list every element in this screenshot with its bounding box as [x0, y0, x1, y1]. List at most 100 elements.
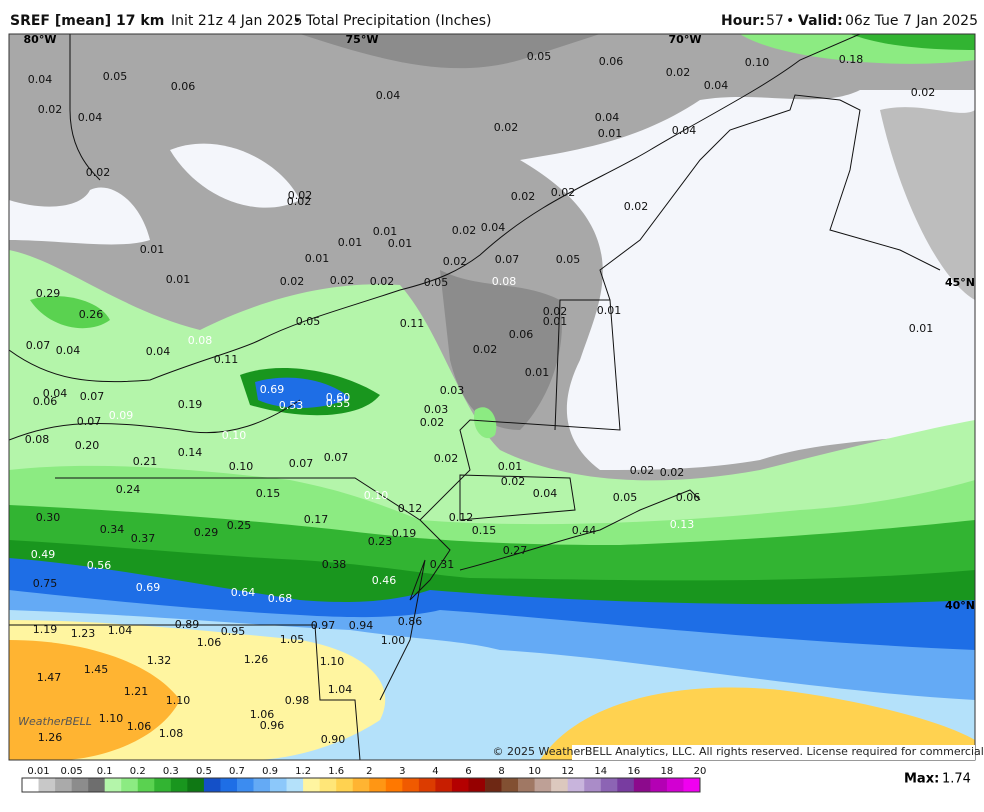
legend-swatch [88, 778, 105, 792]
precip-value: 0.07 [80, 390, 105, 403]
precip-value: 0.01 [909, 322, 934, 335]
legend-swatch [352, 778, 370, 792]
legend-tick-label: 0.3 [163, 766, 179, 777]
precip-value: 0.04 [28, 73, 53, 86]
legend-swatch [600, 778, 618, 792]
precip-value: 0.98 [285, 694, 310, 707]
legend-swatch [154, 778, 172, 792]
precip-value: 0.26 [79, 308, 104, 321]
precip-value: 1.19 [33, 623, 58, 636]
precip-value: 1.32 [147, 654, 172, 667]
valid-time: 06z Tue 7 Jan 2025 [845, 13, 978, 29]
precip-value: 0.02 [330, 274, 355, 287]
precip-value: 0.14 [178, 446, 203, 459]
precip-value: 0.20 [75, 439, 100, 452]
precip-value: 0.96 [260, 719, 285, 732]
precip-value: 0.05 [556, 253, 581, 266]
precip-value: 1.06 [197, 636, 222, 649]
precip-value: 0.04 [533, 487, 558, 500]
lat-label: 45°N [945, 276, 975, 289]
precip-value: 0.02 [911, 86, 936, 99]
precip-value: 1.21 [124, 685, 149, 698]
precip-value: 0.18 [839, 53, 864, 66]
precip-value: 0.04 [595, 111, 620, 124]
map-frame [8, 33, 976, 761]
precip-value: 0.04 [704, 79, 729, 92]
init-time: Init 21z 4 Jan 2025 [171, 13, 302, 29]
precip-value: 0.53 [279, 399, 304, 412]
precip-value: 0.10 [222, 429, 247, 442]
legend-swatch [451, 778, 469, 792]
precip-value: 0.06 [171, 80, 196, 93]
legend-swatch [187, 778, 205, 792]
bullet: • [786, 13, 794, 29]
legend-tick-label: 1.2 [295, 766, 311, 777]
precip-value: 1.08 [159, 727, 184, 740]
precip-value: 0.11 [214, 353, 239, 366]
copyright: © 2025 WeatherBELL Analytics, LLC. All r… [493, 745, 984, 758]
copyright-box [572, 745, 975, 760]
legend-swatch [137, 778, 155, 792]
precip-value: 0.64 [231, 586, 256, 599]
precip-value: 1.04 [328, 683, 353, 696]
precip-value: 0.01 [166, 273, 191, 286]
precip-value: 0.89 [175, 618, 200, 631]
precip-value: 0.01 [498, 460, 523, 473]
legend-swatch [402, 778, 420, 792]
legend-swatch [584, 778, 602, 792]
precip-value: 0.34 [100, 523, 125, 536]
legend-tick-label: 0.5 [196, 766, 212, 777]
precip-value: 0.05 [527, 50, 552, 63]
precip-value: 0.94 [349, 619, 374, 632]
precip-value: 0.15 [256, 487, 281, 500]
legend-swatch [683, 778, 701, 792]
legend-swatch [501, 778, 519, 792]
legend-swatch [551, 778, 569, 792]
legend-swatch [220, 778, 238, 792]
precip-value: 0.07 [289, 457, 314, 470]
precip-value: 0.02 [38, 103, 63, 116]
precip-value: 0.02 [494, 121, 519, 134]
precip-value: 0.11 [400, 317, 425, 330]
legend-tick-label: 6 [465, 766, 471, 777]
precip-value: 0.08 [25, 433, 50, 446]
lon-label: 80°W [24, 33, 57, 46]
precip-value: 0.75 [33, 577, 58, 590]
precip-value: 1.26 [244, 653, 269, 666]
legend-swatch [468, 778, 486, 792]
precip-value: 0.04 [56, 344, 81, 357]
legend-tick-label: 0.05 [60, 766, 82, 777]
legend-swatch [253, 778, 271, 792]
precip-value: 1.47 [37, 671, 62, 684]
hour: 57 [766, 13, 784, 29]
lon-label: 70°W [669, 33, 702, 46]
legend-swatch [650, 778, 668, 792]
precip-value: 0.56 [87, 559, 112, 572]
precip-value: 0.02 [551, 186, 576, 199]
precip-value: 1.06 [127, 720, 152, 733]
precip-value: 0.02 [287, 195, 312, 208]
precip-value: 1.10 [99, 712, 124, 725]
precip-value: 1.10 [166, 694, 191, 707]
legend-tick-label: 0.1 [97, 766, 113, 777]
precip-value: 1.45 [84, 663, 109, 676]
legend-tick-label: 4 [432, 766, 438, 777]
legend-swatch [303, 778, 320, 792]
precip-value: 0.02 [501, 475, 526, 488]
precip-value: 0.01 [373, 225, 398, 238]
precip-value: 0.04 [146, 345, 171, 358]
precip-value: 0.17 [304, 513, 329, 526]
legend-tick-label: 1.6 [328, 766, 344, 777]
precip-value: 0.02 [370, 275, 395, 288]
precip-value: 0.06 [509, 328, 534, 341]
precip-value: 1.05 [280, 633, 305, 646]
legend-swatch [104, 778, 122, 792]
precip-value: 0.44 [572, 524, 597, 537]
precip-value: 0.24 [116, 483, 141, 496]
legend-swatch [319, 778, 337, 792]
legend-swatch [518, 778, 535, 792]
legend-swatch [22, 778, 39, 792]
legend-swatch [121, 778, 139, 792]
precip-value: 0.10 [745, 56, 770, 69]
precip-value: 0.12 [398, 502, 423, 515]
